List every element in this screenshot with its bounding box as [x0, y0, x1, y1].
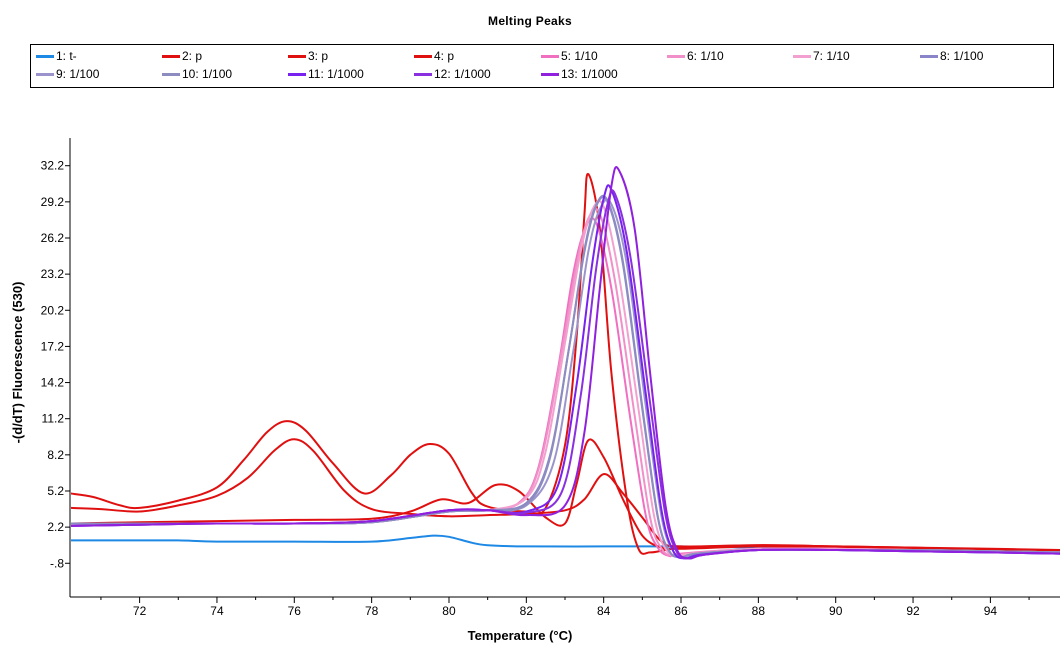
legend-label: 3: p	[308, 49, 329, 63]
legend-swatch	[667, 54, 685, 58]
legend-label: 1: t-	[56, 49, 77, 63]
legend-item: 3: p	[288, 48, 328, 64]
y-tick-label: -.8	[50, 556, 64, 570]
y-axis-title: -(d/dT) Fluorescence (530)	[10, 282, 25, 444]
legend-item: 4: p	[414, 48, 454, 64]
y-tick-label: 17.2	[41, 339, 65, 353]
legend: 1: t- 2: p 3: p 4: p 5: 1/10 6: 1/10 7: 1/10 8:…	[30, 44, 1054, 88]
legend-item: 6: 1/10	[667, 48, 724, 64]
y-tick-label: 8.2	[47, 448, 64, 462]
legend-swatch	[288, 72, 306, 76]
x-tick-label: 82	[520, 604, 534, 618]
series-line-13	[71, 166, 1060, 560]
series-line-10	[71, 194, 1060, 559]
y-tick-label: 20.2	[41, 303, 65, 317]
x-tick-label: 84	[597, 604, 611, 618]
y-tick-label: 5.2	[47, 484, 64, 498]
y-tick-label: 2.2	[47, 520, 64, 534]
chart-title: Melting Peaks	[488, 14, 572, 28]
y-tick-label: 29.2	[41, 195, 65, 209]
y-tick-label: 14.2	[41, 376, 65, 390]
x-tick-label: 74	[210, 604, 224, 618]
x-tick-label: 72	[133, 604, 147, 618]
legend-item: 5: 1/10	[541, 48, 598, 64]
legend-swatch	[36, 72, 54, 76]
legend-label: 12: 1/1000	[434, 67, 491, 81]
x-tick-label: 80	[442, 604, 456, 618]
legend-swatch	[288, 54, 306, 58]
legend-swatch	[162, 72, 180, 76]
series-line-4	[71, 438, 1060, 553]
legend-label: 4: p	[434, 49, 455, 63]
legend-item: 7: 1/10	[793, 48, 850, 64]
x-tick-label: 88	[752, 604, 766, 618]
y-tick-label: 11.2	[42, 412, 65, 426]
legend-item: 2: p	[162, 48, 202, 64]
legend-swatch	[920, 54, 938, 58]
legend-swatch	[541, 54, 559, 58]
series-group	[71, 166, 1060, 560]
x-tick-label: 90	[829, 604, 843, 618]
x-tick-label: 92	[906, 604, 920, 618]
legend-item: 8: 1/100	[920, 48, 983, 64]
legend-label: 10: 1/100	[182, 67, 233, 81]
y-tick-label: 32.2	[41, 159, 65, 173]
legend-item: 11: 1/1000	[288, 66, 364, 82]
legend-item: 13: 1/1000	[541, 66, 618, 82]
legend-swatch	[162, 54, 180, 58]
x-axis-title: Temperature (°C)	[468, 628, 573, 643]
y-tick-label: 23.2	[41, 267, 65, 281]
x-tick-label: 86	[674, 604, 688, 618]
legend-swatch	[541, 72, 559, 76]
x-tick-label: 94	[984, 604, 998, 618]
legend-swatch	[414, 72, 432, 76]
legend-item: 1: t-	[36, 48, 77, 64]
y-tick-label: 26.2	[41, 231, 65, 245]
legend-label: 8: 1/100	[940, 49, 984, 63]
legend-item: 12: 1/1000	[414, 66, 491, 82]
legend-label: 5: 1/10	[561, 49, 598, 63]
legend-label: 11: 1/1000	[308, 67, 364, 81]
legend-label: 13: 1/1000	[561, 67, 618, 81]
legend-label: 9: 1/100	[56, 67, 100, 81]
legend-item: 9: 1/100	[36, 66, 99, 82]
legend-swatch	[793, 54, 811, 58]
series-line-3	[71, 173, 1060, 555]
legend-item: 10: 1/100	[162, 66, 232, 82]
legend-label: 2: p	[182, 49, 203, 63]
legend-swatch	[36, 54, 54, 58]
x-tick-label: 76	[288, 604, 302, 618]
legend-label: 6: 1/10	[687, 49, 724, 63]
legend-swatch	[414, 54, 432, 58]
x-tick-label: 78	[365, 604, 379, 618]
legend-label: 7: 1/10	[813, 49, 850, 63]
